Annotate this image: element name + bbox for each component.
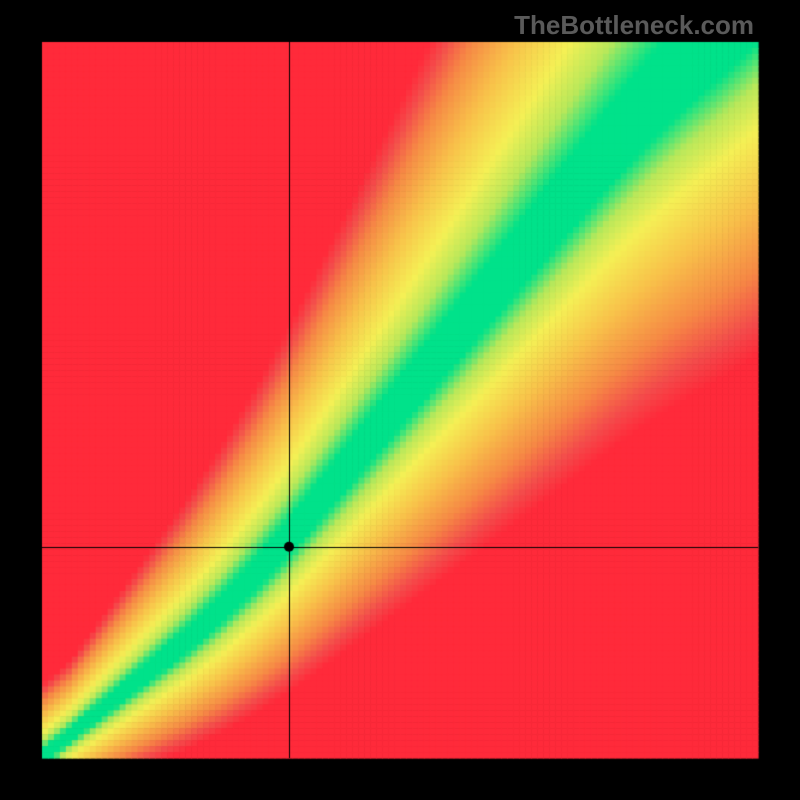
bottleneck-heatmap [0,0,800,800]
watermark-text: TheBottleneck.com [514,10,754,41]
chart-container: TheBottleneck.com [0,0,800,800]
